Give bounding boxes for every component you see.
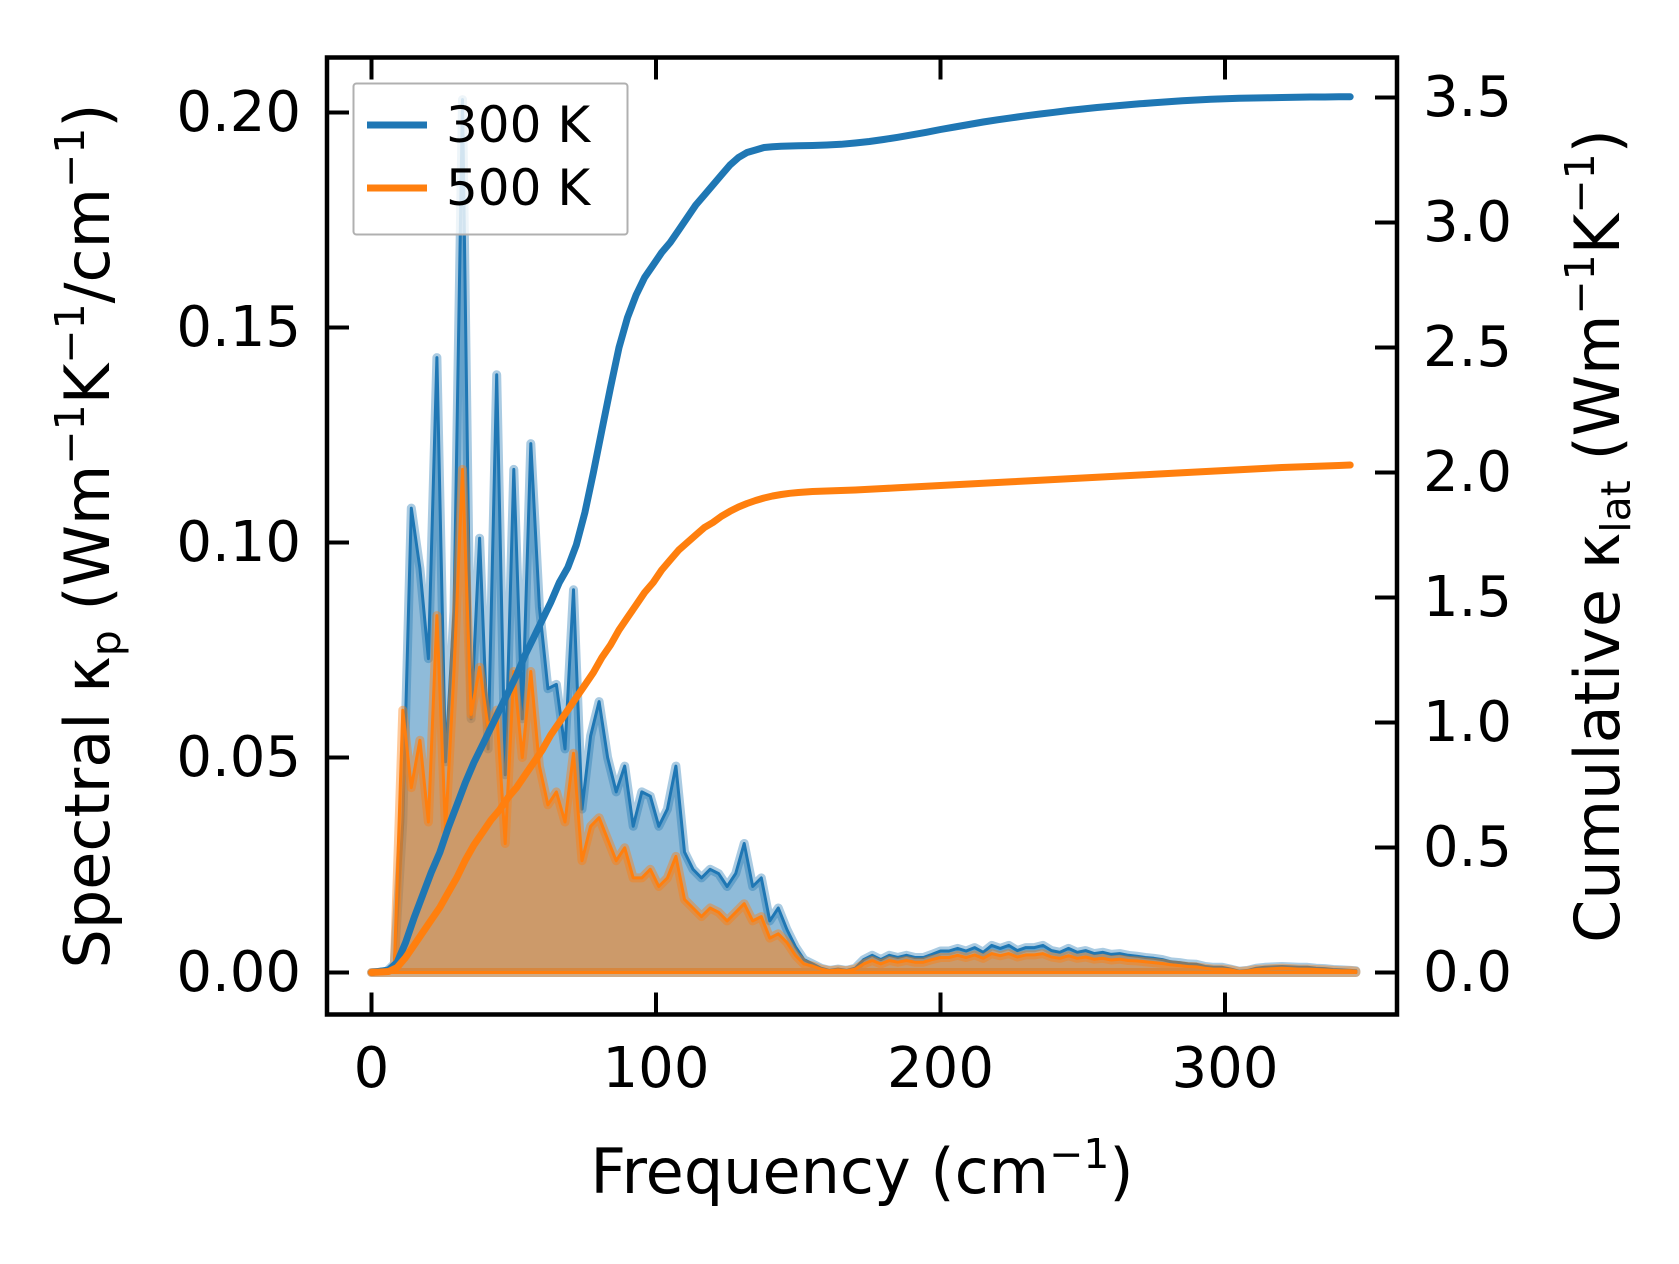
y-right-tick-label: 1.5 <box>1423 564 1513 630</box>
y-left-tick-label: 0.00 <box>176 939 301 1005</box>
y-right-tick-label: 0.5 <box>1423 814 1513 880</box>
y-left-tick-label: 0.10 <box>176 509 301 575</box>
y-left-tick-label: 0.15 <box>176 294 301 360</box>
x-tick-label: 0 <box>353 1036 390 1101</box>
500-k-spectral-outline <box>370 467 1358 974</box>
left-axis-title: Spectral κp (Wm−1K−1/cm−1) <box>45 103 131 969</box>
legend-box <box>352 82 629 236</box>
x-tick-label: 200 <box>887 1036 994 1101</box>
y-right-tick-label: 3.5 <box>1423 64 1513 130</box>
legend-label-300k: 300 K <box>446 96 591 154</box>
y-left-tick-label: 0.20 <box>176 79 301 145</box>
500-k-spectral-area <box>371 469 1356 973</box>
300-k-cumulative-line <box>368 93 1354 976</box>
x-axis-title: Frequency (cm−1) <box>590 1129 1134 1208</box>
y-right-tick-label: 2.0 <box>1423 439 1513 505</box>
plot-data-layer <box>367 93 1361 977</box>
y-right-tick-label: 2.5 <box>1423 314 1513 380</box>
y-right-tick-label: 0.0 <box>1423 939 1513 1005</box>
y-left-tick-label: 0.05 <box>176 724 301 790</box>
y-right-tick-label: 3.0 <box>1423 189 1513 255</box>
300-k-spectral-outline <box>370 98 1358 974</box>
y-right-tick-label: 1.0 <box>1423 689 1513 755</box>
x-tick-label: 300 <box>1171 1036 1279 1101</box>
axes-spines <box>324 55 1400 1017</box>
legend-label-500k: 500 K <box>446 159 591 217</box>
right-axis-title: Cumulative κlat (Wm−1K−1) <box>1555 129 1641 943</box>
500-k-cumulative-line <box>368 461 1354 976</box>
x-tick-label: 100 <box>602 1036 710 1101</box>
